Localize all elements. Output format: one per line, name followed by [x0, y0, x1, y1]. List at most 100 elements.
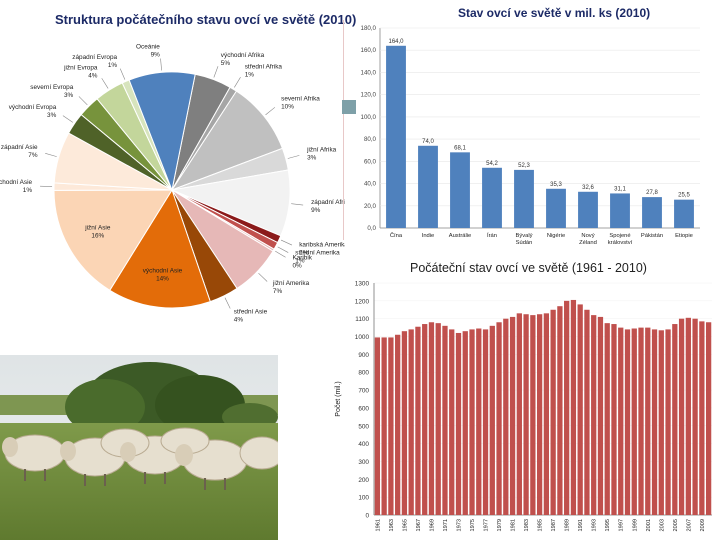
column-bar	[564, 301, 569, 515]
x-tick-label: Zéland	[579, 240, 597, 246]
y-tick-label: 800	[358, 370, 369, 377]
y-tick-label: 0	[365, 513, 369, 520]
column-bar	[611, 324, 616, 515]
pie-slice-percent: 10%	[281, 103, 294, 110]
y-tick-label: 1100	[355, 316, 369, 323]
pie-leader-line	[63, 116, 73, 123]
pie-slice-label: východní Evropa	[9, 104, 57, 111]
x-tick-label: 1989	[565, 519, 571, 531]
bar-chart: 0,020,040,060,080,0100,0120,0140,0160,01…	[340, 0, 720, 250]
pie-slice-label: západní Asie	[1, 144, 38, 151]
pie-slice-label: západní Evropa	[72, 54, 117, 61]
pie-leader-line	[120, 69, 125, 80]
x-tick-label: 2005	[673, 519, 679, 531]
pie-leader-line	[258, 273, 267, 281]
column-bar	[699, 321, 704, 515]
bar-value-label: 32,6	[582, 185, 594, 191]
pie-slice-label: jihovýchodní Asie	[0, 179, 32, 186]
column-bar	[523, 314, 528, 515]
column-bar	[659, 330, 664, 515]
column-bar	[557, 306, 562, 515]
pie-slice-label: střední Afrika	[245, 63, 283, 70]
column-bar	[598, 317, 603, 515]
pie-slice-percent: 4%	[234, 317, 244, 324]
column-bar	[476, 329, 481, 515]
x-tick-label: 1977	[484, 519, 490, 531]
column-bar	[679, 319, 684, 515]
x-tick-label: 1985	[538, 519, 544, 531]
column-bar	[571, 300, 576, 515]
x-tick-label: 1997	[619, 519, 625, 531]
bar	[514, 170, 534, 228]
x-tick-label: 1999	[632, 519, 638, 531]
column-bar	[463, 331, 468, 515]
pie-leader-line	[291, 204, 303, 205]
x-tick-label: Etiopie	[675, 233, 693, 239]
y-tick-label: 200	[358, 477, 369, 484]
x-tick-label: 1991	[578, 519, 584, 531]
column-bar	[605, 323, 610, 515]
pie-leader-line	[234, 77, 240, 87]
x-tick-label: Súdán	[516, 240, 533, 246]
x-tick-label: Austrálie	[449, 233, 472, 239]
x-tick-label: 1963	[389, 519, 395, 531]
pie-slice-label: severní Afrika	[281, 95, 320, 102]
x-tick-label: Pákistán	[641, 233, 663, 239]
y-tick-label: 40,0	[364, 181, 377, 188]
column-bar	[706, 322, 711, 515]
timeseries-chart-panel: Počáteční stav ovcí ve světě (1961 - 201…	[330, 255, 720, 540]
x-tick-label: Indie	[422, 233, 435, 239]
bar	[450, 152, 470, 228]
y-tick-label: 300	[358, 459, 369, 466]
pie-slice-percent: 1%	[245, 71, 255, 78]
bar-chart-title: Stav ovcí ve světě v mil. ks (2010)	[458, 6, 650, 20]
column-bar	[382, 337, 387, 515]
column-bar	[490, 326, 495, 515]
x-tick-label: Nigérie	[547, 233, 565, 239]
y-tick-label: 900	[358, 352, 369, 359]
column-bar	[530, 315, 535, 515]
y-tick-label: 700	[358, 388, 369, 395]
column-bar	[652, 329, 657, 515]
column-bar	[436, 323, 441, 515]
bar	[546, 189, 566, 228]
column-bar	[402, 331, 407, 515]
column-bar	[537, 314, 542, 515]
x-tick-label: 1973	[457, 519, 463, 531]
bar	[578, 192, 598, 228]
column-bar	[456, 333, 461, 515]
column-bar	[395, 335, 400, 515]
column-bar	[618, 328, 623, 515]
x-tick-label: 1961	[375, 519, 381, 531]
pie-slice-percent: 5%	[221, 60, 231, 67]
pie-slice-label: jižní Amerika	[272, 280, 310, 287]
x-tick-label: 1995	[605, 519, 611, 531]
bar	[610, 193, 630, 228]
column-bar	[551, 310, 556, 515]
pie-slice-percent: 1%	[108, 62, 118, 69]
pie-slice-label: karibská Amerika	[299, 241, 345, 248]
pie-leader-line	[266, 107, 275, 115]
column-bar	[672, 324, 677, 515]
pie-slice-percent: 3%	[64, 92, 74, 99]
x-tick-label: království	[608, 240, 633, 246]
column-bar	[578, 304, 583, 515]
column-bar	[442, 326, 447, 515]
column-bar	[496, 322, 501, 515]
y-tick-label: 140,0	[361, 69, 377, 76]
x-tick-label: Nový	[581, 233, 594, 239]
column-bar	[638, 328, 643, 515]
timeseries-chart-title: Počáteční stav ovcí ve světě (1961 - 201…	[410, 261, 647, 275]
column-bar	[510, 317, 515, 515]
column-bar	[388, 337, 393, 515]
y-tick-label: 1200	[355, 298, 370, 305]
pie-slice-label: severní Evropa	[30, 84, 73, 91]
pie-slice-label: jižní Afrika	[306, 146, 337, 153]
pie-slice-label: východní Afrika	[221, 52, 265, 59]
column-bar	[632, 329, 637, 515]
column-bar	[469, 329, 474, 515]
pie-chart-panel: Struktura počátečního stavu ovcí ve svět…	[0, 0, 345, 345]
bar-value-label: 31,1	[614, 186, 626, 192]
pie-leader-line	[275, 251, 285, 257]
